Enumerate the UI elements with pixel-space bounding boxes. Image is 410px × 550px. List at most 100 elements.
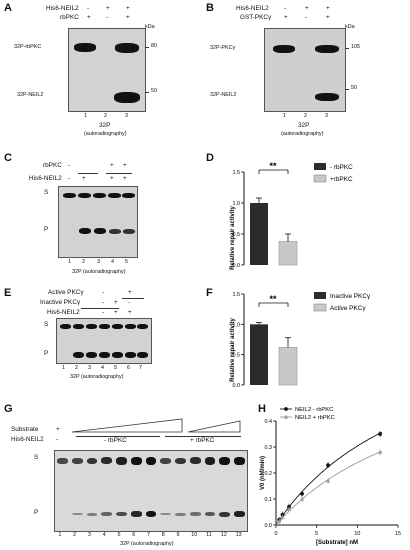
- band-p: [116, 511, 127, 517]
- band-p: [145, 511, 157, 517]
- band-p: [94, 228, 106, 234]
- band-p: [86, 512, 98, 516]
- kinetics-chart-h: 0.0 0.1 0.2 0.3 0.4 0 5 10 15 [Substrate] nM V0 (n…: [260, 407, 401, 546]
- band-s: [78, 193, 91, 198]
- band-s: [189, 457, 201, 465]
- panel-h-letter: H: [258, 403, 266, 415]
- caption-32p: 32P: [298, 122, 310, 129]
- lane-num: 4: [102, 532, 106, 538]
- caption-autorad: (autoradiography): [84, 131, 127, 137]
- gel-e: [56, 318, 152, 364]
- panel-f-letter: F: [206, 287, 213, 299]
- caption-autorad: 32P (autoradiography): [72, 269, 126, 275]
- side-label-s: S: [34, 454, 39, 461]
- sign: +: [56, 426, 60, 433]
- lane-num: 4: [101, 365, 104, 371]
- band-s: [101, 457, 113, 465]
- lane-num: 2: [82, 259, 85, 265]
- lane-num: 2: [304, 113, 307, 119]
- row-label-substrate: Substrate: [11, 426, 39, 433]
- lane-num: 3: [125, 113, 128, 119]
- gradient-wedge: [187, 420, 241, 433]
- band-neil2-lane3: [114, 92, 140, 103]
- side-label-s: S: [44, 189, 49, 196]
- band-s: [73, 324, 84, 329]
- row-label-his-neil2: His6-NEIL2: [47, 309, 80, 316]
- gradient-wedge: [71, 418, 183, 433]
- sign: +: [106, 5, 110, 12]
- band-p: [71, 512, 83, 516]
- sign: -: [102, 309, 105, 316]
- significance-stars: **: [269, 161, 277, 171]
- legend-label-active: Active PKCγ: [330, 305, 366, 312]
- sign: +: [284, 14, 288, 21]
- significance-stars: **: [269, 294, 277, 304]
- kda-label: kDa: [145, 24, 155, 30]
- band-s: [63, 193, 76, 198]
- group-line: [76, 436, 160, 437]
- marker-tick: [345, 89, 349, 90]
- legend-swatch-inactive: [314, 292, 326, 299]
- band-neil2-lane3: [315, 93, 339, 101]
- band-label-neil2: 32P-NEIL2: [17, 92, 44, 98]
- band-p: [175, 512, 186, 516]
- sign: -: [106, 14, 109, 21]
- group-line: [106, 173, 132, 174]
- sign: +: [305, 5, 309, 12]
- band-pkcg-lane3: [315, 45, 339, 53]
- x-axis-label: [Substrate] nM: [316, 540, 358, 546]
- band-p: [137, 352, 148, 358]
- sign: +: [82, 175, 86, 182]
- band-p: [204, 512, 216, 516]
- side-label-p: P: [44, 350, 49, 357]
- y-tick-label: 0.0: [265, 523, 273, 529]
- lane-num: 3: [87, 532, 91, 538]
- band-s: [219, 457, 231, 465]
- band-rbpkc-lane3: [115, 43, 139, 53]
- row-label-rbpkc: rbPKC: [43, 162, 62, 169]
- lane-num: 5: [125, 259, 128, 265]
- lane-num: 2: [104, 113, 107, 119]
- group-label-plus: + rbPKC: [190, 437, 215, 444]
- legend-label-minus: - rbPKC: [330, 164, 353, 171]
- lane-num: 1: [84, 113, 87, 119]
- caption-autorad: 32P (autoradiography): [70, 374, 124, 380]
- sign: -: [87, 5, 90, 12]
- y-tick-label: 0.4: [265, 419, 273, 425]
- panel-a-letter: A: [4, 2, 12, 14]
- band-s: [130, 457, 142, 465]
- caption-autorad: 32P (autoradiography): [120, 541, 174, 547]
- row-label-active: Active PKCγ: [48, 289, 84, 296]
- marker-tick: [145, 92, 149, 93]
- data-point: [300, 491, 304, 496]
- y-axis-label: V0 (nM/min): [260, 456, 266, 490]
- legend-swatch-plus: [313, 174, 327, 183]
- lane-num: 1: [58, 532, 62, 538]
- sign: +: [326, 14, 330, 21]
- legend-label: NEIL2 + rbPKC: [295, 415, 335, 421]
- lane-num: 6: [127, 365, 130, 371]
- marker-50: 50: [351, 85, 357, 91]
- legend-swatch-active: [313, 303, 327, 312]
- x-tick-label: 5: [315, 531, 318, 537]
- row-label-his-neil2: His6-NEIL2: [46, 5, 79, 12]
- y-tick-label: 1.0: [233, 322, 241, 328]
- band-p: [160, 512, 172, 516]
- sign: +: [114, 299, 118, 306]
- band-s: [60, 324, 71, 329]
- sign: +: [326, 5, 330, 12]
- band-s: [108, 193, 121, 198]
- band-s: [145, 457, 157, 465]
- sign: -: [56, 436, 59, 443]
- band-s: [125, 324, 136, 329]
- band-s: [175, 457, 186, 465]
- y-tick-label: 1.0: [233, 201, 241, 207]
- side-label-s: S: [44, 321, 49, 328]
- lane-num: 1: [283, 113, 286, 119]
- y-tick-label: 1.5: [233, 292, 241, 298]
- legend-label-inactive: Inactive PKCγ: [330, 293, 371, 300]
- caption-32p: 32P: [99, 122, 111, 129]
- data-point: [280, 515, 285, 519]
- group-line: [165, 436, 241, 437]
- bar-chart-d: Relative repair activity 0.0 0.5 1.0 1.5 **…: [230, 161, 353, 270]
